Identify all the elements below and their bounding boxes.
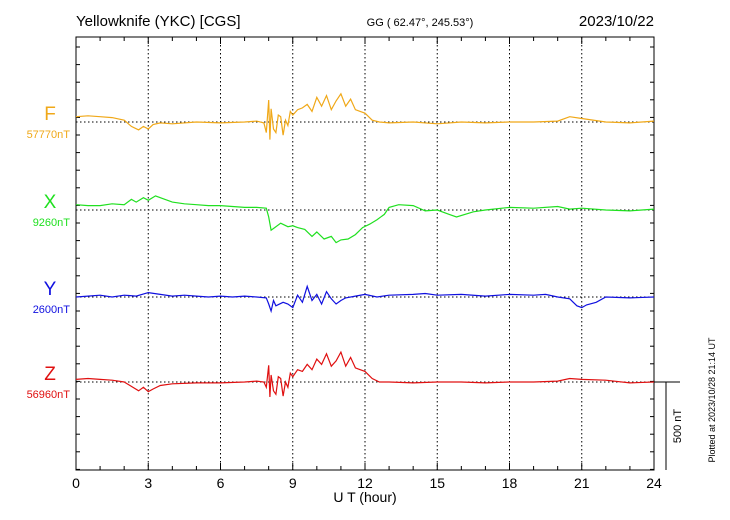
grid-lines bbox=[147, 37, 583, 470]
series-f: F 57770nT bbox=[27, 92, 655, 141]
baseline-value-y: 2600nT bbox=[33, 304, 71, 316]
x-tick-label-18: 18 bbox=[502, 475, 518, 491]
station-coordinates: GG ( 62.47°, 245.53°) bbox=[367, 17, 474, 29]
x-tick-label-24: 24 bbox=[646, 475, 662, 491]
x-tick-label-0: 0 bbox=[72, 475, 80, 491]
baseline-value-z: 56960nT bbox=[27, 389, 71, 401]
series-name-x: X bbox=[44, 192, 57, 213]
series-name-z: Z bbox=[44, 364, 56, 385]
series-line-x bbox=[75, 195, 655, 244]
series-z: Z 56960nT bbox=[27, 350, 655, 401]
x-tick-label-21: 21 bbox=[574, 475, 590, 491]
chart-date: 2023/10/22 bbox=[579, 13, 654, 30]
scale-bar-label: 500 nT bbox=[672, 409, 684, 444]
axis-ticks bbox=[75, 37, 655, 470]
series-layer: F 57770nT X 9260nT Y 2600nT Z 56960nT bbox=[27, 92, 655, 401]
series-line-y bbox=[75, 284, 655, 314]
scale-bar: 500 nT bbox=[654, 381, 684, 470]
baseline-value-x: 9260nT bbox=[33, 217, 71, 229]
series-x: X 9260nT bbox=[33, 192, 655, 244]
series-name-y: Y bbox=[44, 279, 57, 300]
x-tick-label-6: 6 bbox=[217, 475, 225, 491]
plotted-timestamp: Plotted at 2023/10/28 21:14 UT bbox=[707, 337, 717, 463]
series-name-f: F bbox=[44, 104, 56, 125]
x-tick-label-9: 9 bbox=[289, 475, 297, 491]
x-tick-label-15: 15 bbox=[429, 475, 445, 491]
x-tick-label-3: 3 bbox=[144, 475, 152, 491]
station-title: Yellowknife (YKC) [CGS] bbox=[76, 13, 241, 30]
x-tick-label-12: 12 bbox=[357, 475, 373, 491]
x-tick-labels: 0 3 6 9 12 15 18 21 24 bbox=[72, 475, 662, 491]
series-line-f bbox=[75, 92, 655, 140]
x-axis-label: U T (hour) bbox=[333, 489, 396, 505]
series-y: Y 2600nT bbox=[33, 279, 655, 316]
series-line-z bbox=[75, 350, 655, 398]
baseline-value-f: 57770nT bbox=[27, 129, 71, 141]
